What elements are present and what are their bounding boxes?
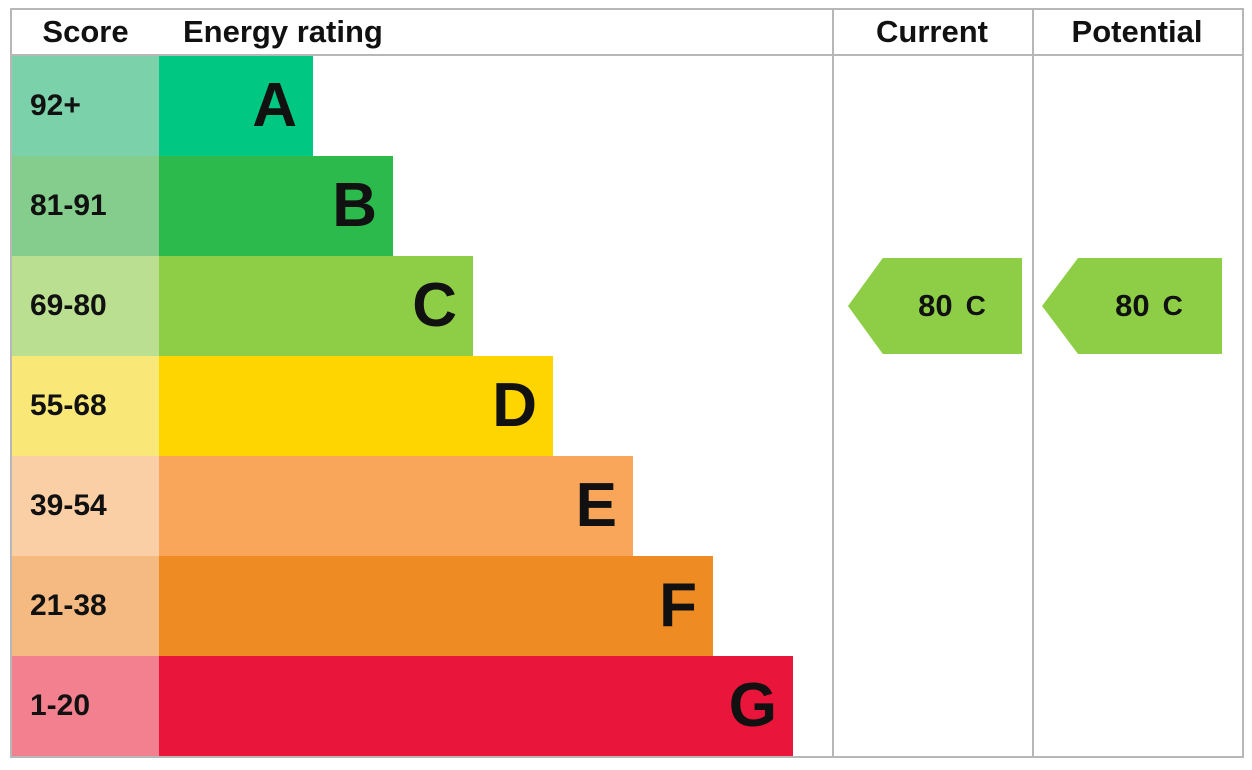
- band-row-b: 81-91 B: [12, 156, 1242, 256]
- epc-chart: Score Energy rating Current Potential 92…: [10, 8, 1244, 758]
- potential-header: Potential: [1071, 14, 1203, 49]
- score-range-label: 21-38: [30, 589, 107, 622]
- rating-bar: F: [159, 556, 713, 656]
- band-letter: A: [252, 71, 297, 140]
- rating-bar: A: [159, 56, 313, 156]
- energy-rating-header: Energy rating: [183, 14, 383, 49]
- band-row-g: 1-20 G: [12, 656, 1242, 756]
- band-letter: C: [412, 271, 457, 340]
- rating-bar: E: [159, 456, 633, 556]
- band-row-c: 69-80 C: [12, 256, 1242, 356]
- band-row-e: 39-54 E: [12, 456, 1242, 556]
- rating-bar: D: [159, 356, 553, 456]
- band-rows: 92+ A 81-91 B 69-80 C 55-68 D 39-54 E 21…: [12, 56, 1242, 756]
- band-letter: D: [492, 371, 537, 440]
- score-cell: 55-68: [12, 356, 159, 456]
- score-range-label: 69-80: [30, 289, 107, 322]
- score-cell: 81-91: [12, 156, 159, 256]
- potential-arrow: 80 C: [1042, 258, 1222, 354]
- score-cell: 39-54: [12, 456, 159, 556]
- current-band: C: [965, 290, 986, 321]
- score-range-label: 1-20: [30, 689, 91, 722]
- score-cell: 92+: [12, 56, 159, 156]
- score-header: Score: [42, 14, 129, 49]
- current-arrow: 80 C: [848, 258, 1022, 354]
- band-row-a: 92+ A: [12, 56, 1242, 156]
- score-range-label: 39-54: [30, 489, 107, 522]
- band-letter: B: [332, 171, 377, 240]
- band-letter: F: [659, 571, 697, 640]
- score-cell: 21-38: [12, 556, 159, 656]
- current-score: 80: [918, 288, 953, 323]
- score-cell: 1-20: [12, 656, 159, 756]
- current-column-divider: [832, 10, 834, 756]
- rating-bar: B: [159, 156, 393, 256]
- potential-band: C: [1162, 290, 1183, 321]
- current-header: Current: [876, 14, 988, 49]
- score-range-label: 55-68: [30, 389, 107, 422]
- band-letter: E: [575, 471, 617, 540]
- band-letter: G: [728, 671, 777, 740]
- score-cell: 69-80: [12, 256, 159, 356]
- header-row: Score Energy rating Current Potential: [12, 10, 1242, 56]
- rating-bar: G: [159, 656, 793, 756]
- band-row-f: 21-38 F: [12, 556, 1242, 656]
- score-range-label: 81-91: [30, 189, 107, 222]
- score-range-label: 92+: [30, 89, 81, 122]
- rating-bar: C: [159, 256, 473, 356]
- potential-score: 80: [1115, 288, 1150, 323]
- potential-column-divider: [1032, 10, 1034, 756]
- band-row-d: 55-68 D: [12, 356, 1242, 456]
